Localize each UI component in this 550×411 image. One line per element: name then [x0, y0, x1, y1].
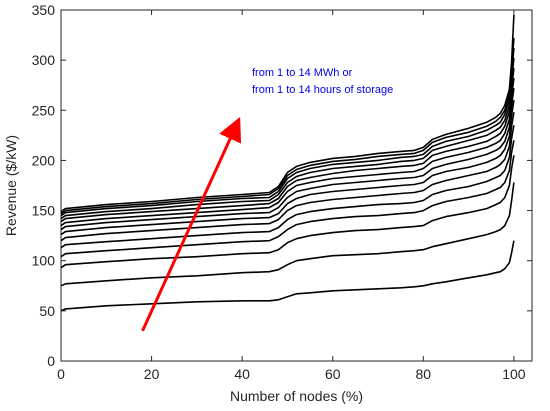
series-line-7: [60, 100, 515, 236]
x-tick-label: 0: [57, 366, 65, 382]
y-tick-label: 250: [32, 102, 56, 118]
series-line-13: [60, 38, 515, 215]
series-line-5: [60, 125, 515, 249]
series-line-6: [60, 112, 515, 242]
y-axis-title: Revenue ($/kW): [3, 135, 19, 236]
series-line-4: [60, 140, 515, 258]
y-tick-label: 200: [32, 152, 56, 168]
series-line-14: [60, 14, 515, 213]
axis-ticks: 0 20 40 60 80 100 0 50 100 150 200 250 300 350: [32, 2, 532, 382]
trend-arrow: [141, 116, 242, 332]
series-line-11: [60, 58, 515, 220]
series-line-1: [60, 240, 515, 312]
series-line-9: [60, 78, 515, 227]
y-tick-label: 300: [32, 52, 56, 68]
y-tick-label: 100: [32, 253, 56, 269]
series-line-2: [60, 182, 515, 287]
x-tick-label: 100: [502, 366, 526, 382]
series-line-8: [60, 88, 515, 231]
x-tick-label: 80: [416, 366, 432, 382]
annotation-line-2: from 1 to 14 hours of storage: [252, 84, 393, 96]
series-line-12: [60, 48, 515, 217]
series-line-3: [60, 155, 515, 269]
y-tick-label: 150: [32, 203, 56, 219]
x-axis-title: Number of nodes (%): [230, 388, 363, 404]
y-tick-label: 50: [39, 303, 55, 319]
x-tick-label: 40: [234, 366, 250, 382]
series-lines: [60, 14, 515, 312]
y-tick-label: 0: [47, 353, 55, 369]
y-tick-label: 350: [32, 2, 56, 18]
annotation: from 1 to 14 MWh or from 1 to 14 hours o…: [141, 67, 393, 332]
annotation-line-1: from 1 to 14 MWh or: [252, 67, 353, 79]
x-tick-label: 60: [325, 366, 341, 382]
x-tick-label: 20: [144, 366, 160, 382]
series-line-10: [60, 68, 515, 223]
